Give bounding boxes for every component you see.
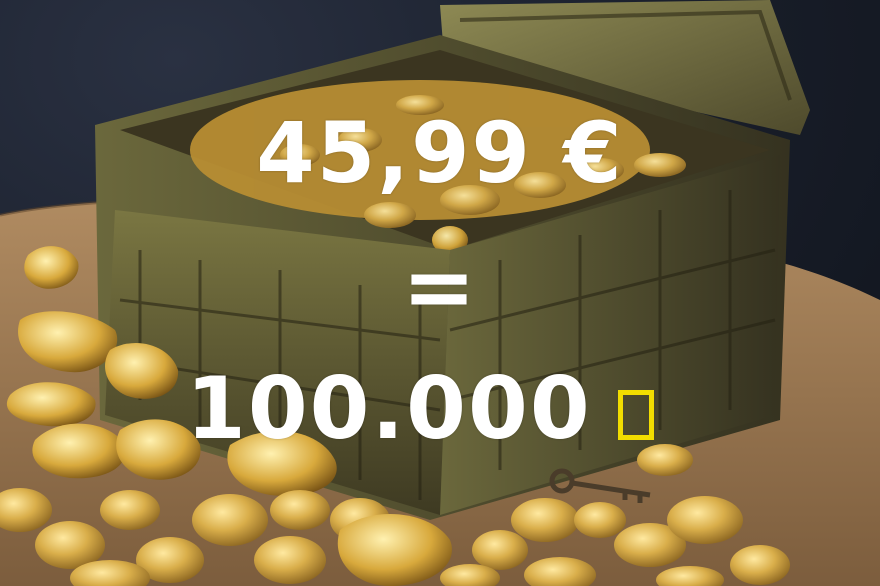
equals-sign: = (402, 235, 478, 338)
amount-text: 100.000 (186, 359, 592, 459)
price-text: 45,99 € (256, 104, 624, 202)
missing-glyph-icon (617, 390, 654, 440)
amount-line: 100.000 (186, 354, 706, 464)
